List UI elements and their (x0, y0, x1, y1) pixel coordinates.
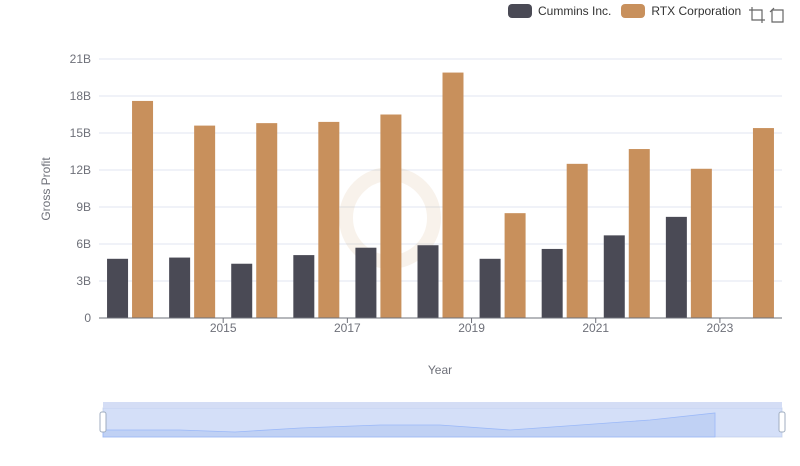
bar-rtx-2016[interactable] (256, 123, 278, 318)
y-axis-title: Gross Profit (39, 157, 53, 221)
bar-cummins-2018[interactable] (355, 247, 377, 318)
bar-rtx-2023[interactable] (690, 168, 712, 318)
x-tick-label: 2015 (210, 321, 237, 335)
zoom-selected-range[interactable] (103, 408, 782, 437)
bar-rtx-2014[interactable] (132, 100, 154, 318)
zoom-handle-right[interactable] (778, 411, 786, 433)
legend-item-cummins[interactable]: Cummins Inc. (508, 4, 611, 18)
bar-rtx-2015[interactable] (194, 125, 216, 318)
bar-cummins-2017[interactable] (293, 255, 315, 318)
bar-cummins-2020[interactable] (479, 258, 501, 318)
y-tick-label: 9B (76, 200, 91, 214)
bar-rtx-2019[interactable] (442, 72, 464, 318)
bar-rtx-2022[interactable] (628, 149, 650, 318)
bar-rtx-2024[interactable] (752, 128, 774, 318)
bar-cummins-2014[interactable] (107, 258, 129, 318)
bars (107, 72, 774, 319)
legend-label-rtx: RTX Corporation (651, 4, 742, 18)
bar-cummins-2023[interactable] (665, 216, 687, 318)
y-tick-label: 18B (70, 89, 91, 103)
x-axis-ticks: 2015 2017 2019 2021 2023 (210, 318, 734, 335)
legend-item-rtx[interactable]: RTX Corporation (621, 4, 741, 18)
legend-label-cummins: Cummins Inc. (538, 4, 612, 18)
y-tick-label: 15B (70, 126, 91, 140)
y-tick-label: 6B (76, 237, 91, 251)
x-tick-label: 2017 (334, 321, 361, 335)
bar-cummins-2021[interactable] (541, 248, 563, 318)
restore-icon[interactable] (768, 6, 786, 24)
zoom-icon[interactable] (748, 6, 766, 24)
x-tick-label: 2019 (458, 321, 485, 335)
bar-rtx-2021[interactable] (566, 163, 588, 318)
y-tick-label: 0 (84, 311, 91, 325)
zoom-top-bar[interactable] (103, 402, 782, 408)
x-axis-title: Year (428, 363, 452, 377)
y-tick-label: 12B (70, 163, 91, 177)
bar-cummins-2016[interactable] (231, 263, 253, 318)
y-axis-ticks: 0 3B 6B 9B 12B 15B 18B 21B (70, 52, 92, 325)
zoom-handle-left[interactable] (99, 411, 107, 433)
y-tick-label: 3B (76, 274, 91, 288)
bar-rtx-2018[interactable] (380, 114, 402, 319)
bar-cummins-2022[interactable] (603, 235, 625, 318)
zoom-preview-area (102, 412, 716, 438)
x-tick-label: 2023 (707, 321, 734, 335)
legend-swatch-cummins (508, 4, 532, 18)
toolbox (746, 6, 786, 24)
bar-cummins-2019[interactable] (417, 245, 439, 318)
y-tick-label: 21B (70, 52, 91, 66)
x-tick-label: 2021 (582, 321, 609, 335)
bar-rtx-2017[interactable] (318, 121, 340, 319)
data-zoom-slider[interactable] (99, 402, 786, 438)
bar-rtx-2020[interactable] (504, 213, 526, 318)
bar-cummins-2015[interactable] (169, 257, 191, 318)
legend: Cummins Inc. RTX Corporation (508, 4, 751, 18)
legend-swatch-rtx (621, 4, 646, 18)
